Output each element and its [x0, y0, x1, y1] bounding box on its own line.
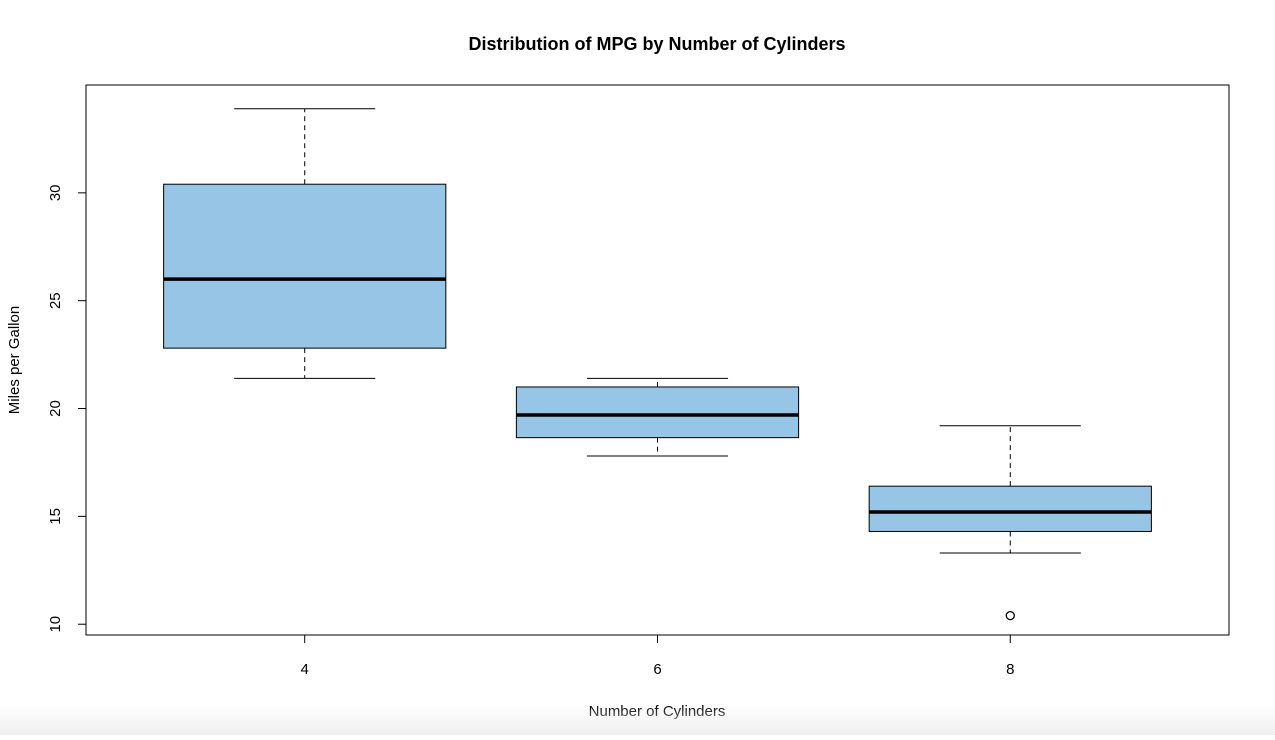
x-tick-label: 8	[1006, 661, 1014, 678]
box-8	[868, 425, 1152, 621]
x-axis-label: Number of Cylinders	[589, 703, 726, 720]
y-tick-label: 10	[47, 616, 64, 633]
y-tick-label: 30	[47, 184, 64, 201]
outlier-point	[1005, 610, 1015, 621]
y-axis-label: Miles per Gallon	[6, 306, 23, 414]
box-6	[515, 377, 800, 457]
box-4	[163, 108, 447, 379]
x-axis: 4 6 8	[301, 634, 1014, 678]
plot-frame	[85, 84, 1230, 636]
y-axis: 10 15 20 25 30	[47, 184, 87, 633]
box-rect	[868, 485, 1152, 532]
y-tick-label: 25	[47, 292, 64, 309]
box-rect	[515, 386, 800, 439]
y-tick-label: 15	[47, 508, 64, 525]
box-rect	[163, 183, 447, 349]
chart-title: Distribution of MPG by Number of Cylinde…	[468, 34, 845, 54]
boxes-group	[163, 108, 1152, 621]
x-tick-label: 4	[301, 661, 309, 678]
x-tick-label: 6	[653, 661, 661, 678]
y-tick-label: 20	[47, 400, 64, 417]
